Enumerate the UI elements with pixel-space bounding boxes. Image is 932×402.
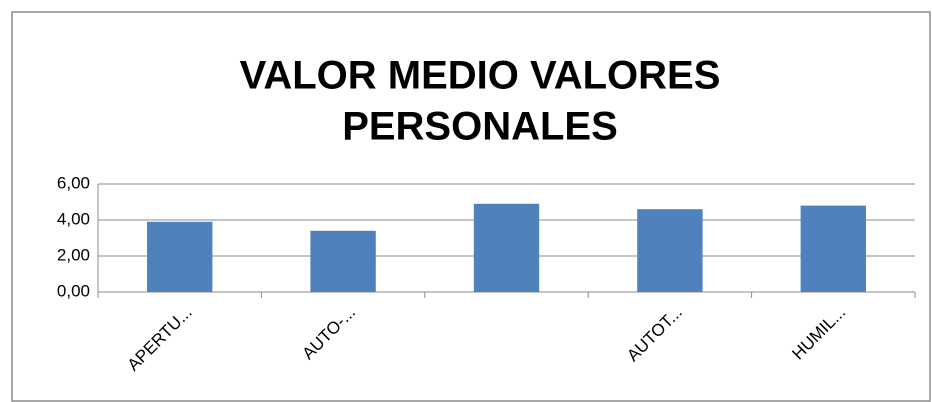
chart-title: PERSONALES <box>342 105 618 149</box>
y-tick-label: 6,00 <box>57 173 90 192</box>
bar <box>800 205 866 292</box>
y-tick-label: 4,00 <box>57 209 90 228</box>
bar <box>637 209 703 292</box>
bar <box>473 203 540 292</box>
chart-border <box>11 11 931 402</box>
y-tick-label: 2,00 <box>57 245 90 264</box>
y-tick-label: 0,00 <box>57 281 90 300</box>
chart-title: VALOR MEDIO VALORES <box>240 54 721 98</box>
bar <box>147 221 213 292</box>
bar <box>310 230 376 292</box>
